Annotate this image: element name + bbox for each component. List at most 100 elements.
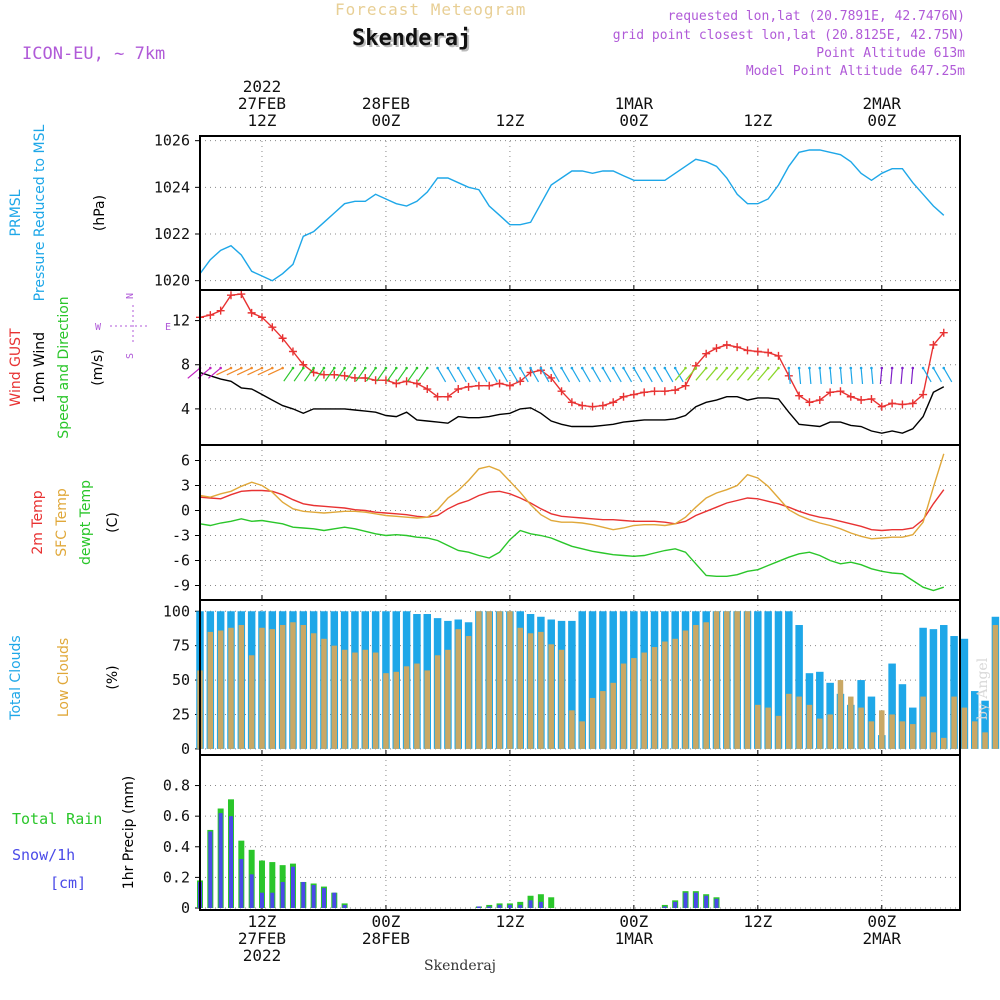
wind-barb-31 bbox=[519, 367, 529, 383]
wind-barb-55 bbox=[757, 367, 769, 381]
panel-pressure: 1020 1022 1024 1026 PRMSL Pressure Reduced to… bbox=[8, 124, 961, 301]
gust-marker-69 bbox=[908, 399, 917, 408]
series-line-wind-1 bbox=[199, 371, 945, 434]
bar-clouds-1-43 bbox=[641, 652, 647, 749]
bar-precip-1-30 bbox=[507, 904, 512, 908]
wind-barb-37 bbox=[581, 367, 591, 383]
bar-clouds-0-54 bbox=[754, 611, 762, 749]
bar-clouds-1-62 bbox=[837, 680, 844, 749]
wind-barb-68 bbox=[900, 367, 904, 385]
bar-clouds-1-31 bbox=[517, 627, 523, 749]
top-time-label-2-0: 12Z bbox=[495, 111, 524, 130]
wind-barb-71 bbox=[932, 367, 942, 383]
bar-clouds-1-55 bbox=[765, 707, 771, 749]
gust-marker-45 bbox=[660, 387, 669, 396]
bar-clouds-1-42 bbox=[631, 658, 637, 749]
wind-barb-head-29 bbox=[498, 366, 501, 370]
bar-clouds-1-35 bbox=[558, 649, 565, 749]
wind-barb-22 bbox=[417, 367, 428, 382]
wind-barb-26 bbox=[468, 367, 478, 383]
wind-barb-head-57 bbox=[787, 366, 791, 370]
gust-marker-58 bbox=[795, 391, 804, 400]
wind-barb-7 bbox=[257, 367, 273, 376]
bar-clouds-1-50 bbox=[713, 611, 720, 749]
bar-clouds-1-32 bbox=[527, 633, 534, 749]
point-altitude: Point Altitude 613m bbox=[816, 46, 965, 61]
wind-barb-0 bbox=[187, 367, 201, 379]
bar-clouds-1-15 bbox=[352, 652, 358, 749]
ytick-label-pressure-1: 1022 bbox=[154, 225, 190, 243]
bar-clouds-1-63 bbox=[848, 696, 854, 749]
ytick-label-clouds-4: 100 bbox=[163, 602, 190, 620]
wind-barb-43 bbox=[643, 367, 653, 383]
wind-barb-57 bbox=[788, 367, 791, 385]
bar-clouds-0-38 bbox=[588, 611, 597, 749]
bar-precip-1-2 bbox=[218, 813, 223, 908]
bar-clouds-1-16 bbox=[362, 649, 369, 749]
bottom-time-label-0-1: 27FEB bbox=[238, 929, 286, 948]
bar-clouds-1-11 bbox=[310, 633, 317, 749]
wind-barb-69 bbox=[910, 367, 914, 385]
gust-marker-8 bbox=[278, 334, 287, 343]
bar-precip-1-7 bbox=[270, 892, 275, 908]
ylabel-temp-1: SFC Temp bbox=[54, 488, 70, 557]
top-time-label-0-0: 2022 bbox=[243, 77, 282, 96]
gust-marker-60 bbox=[815, 396, 824, 405]
wind-barb-51 bbox=[716, 367, 728, 381]
wind-barb-head-33 bbox=[539, 366, 543, 370]
wind-barb-head-20 bbox=[405, 366, 408, 370]
bar-clouds-1-27 bbox=[476, 611, 482, 749]
wind-barb-head-61 bbox=[828, 366, 832, 370]
series-line-wind-0 bbox=[199, 293, 945, 408]
wind-barb-head-21 bbox=[415, 366, 419, 370]
location-title: Skenderaj bbox=[352, 26, 472, 51]
gust-marker-3 bbox=[226, 291, 235, 300]
bar-clouds-0-37 bbox=[578, 611, 586, 749]
ytick-label-temp-0: -9 bbox=[172, 577, 190, 595]
top-time-label-5-0: 2MAR bbox=[863, 94, 902, 113]
gust-marker-24 bbox=[443, 392, 452, 401]
wind-barb-20 bbox=[396, 367, 408, 382]
wind-barb-59 bbox=[808, 367, 812, 385]
bar-clouds-1-30 bbox=[507, 611, 513, 749]
gust-marker-39 bbox=[598, 401, 607, 410]
bar-clouds-0-68 bbox=[898, 684, 907, 749]
bar-clouds-1-33 bbox=[538, 631, 544, 749]
wind-barb-head-55 bbox=[766, 366, 770, 370]
gust-marker-35 bbox=[557, 387, 566, 396]
series-line-temp-1 bbox=[199, 453, 945, 540]
ytick-label-wind-0: 4 bbox=[181, 400, 190, 418]
gust-marker-50 bbox=[712, 344, 721, 353]
wind-barb-29 bbox=[499, 367, 509, 383]
ytick-label-pressure-3: 1026 bbox=[154, 132, 190, 150]
bar-precip-0-33 bbox=[537, 894, 544, 908]
bar-precip-1-5 bbox=[249, 874, 254, 908]
wind-barb-2 bbox=[208, 367, 222, 379]
wind-barb-13 bbox=[324, 367, 335, 382]
wind-barb-head-52 bbox=[735, 366, 739, 370]
wind-barb-17 bbox=[365, 367, 377, 382]
ylabel-temp-2: dewpt Temp bbox=[78, 480, 94, 565]
top-time-label-3-1: 00Z bbox=[619, 111, 648, 130]
bar-clouds-1-58 bbox=[796, 696, 802, 749]
wind-barb-16 bbox=[355, 367, 366, 382]
bottom-time-label-2-0: 12Z bbox=[495, 912, 524, 931]
wind-barb-54 bbox=[747, 367, 759, 381]
gust-marker-47 bbox=[681, 381, 690, 390]
ylabel-pressure-0: PRMSL bbox=[8, 189, 24, 236]
bar-clouds-1-52 bbox=[734, 611, 740, 749]
wind-barb-head-38 bbox=[591, 366, 594, 370]
wind-barb-head-6 bbox=[260, 366, 264, 370]
ylabel-temp-3: (C) bbox=[105, 512, 121, 533]
ytick-label-wind-1: 8 bbox=[181, 356, 190, 374]
gust-marker-72 bbox=[939, 328, 948, 337]
gust-marker-20 bbox=[402, 377, 411, 386]
bar-clouds-1-75 bbox=[972, 721, 978, 749]
bar-clouds-1-2 bbox=[217, 630, 224, 749]
bar-clouds-1-12 bbox=[321, 638, 327, 749]
wind-barb-head-68 bbox=[901, 366, 904, 370]
wind-barb-56 bbox=[767, 367, 779, 381]
model-name: ICON-EU, ~ 7km bbox=[22, 44, 166, 64]
model-altitude: Model Point Altitude 647.25m bbox=[745, 64, 965, 79]
wind-barb-head-63 bbox=[849, 366, 853, 370]
